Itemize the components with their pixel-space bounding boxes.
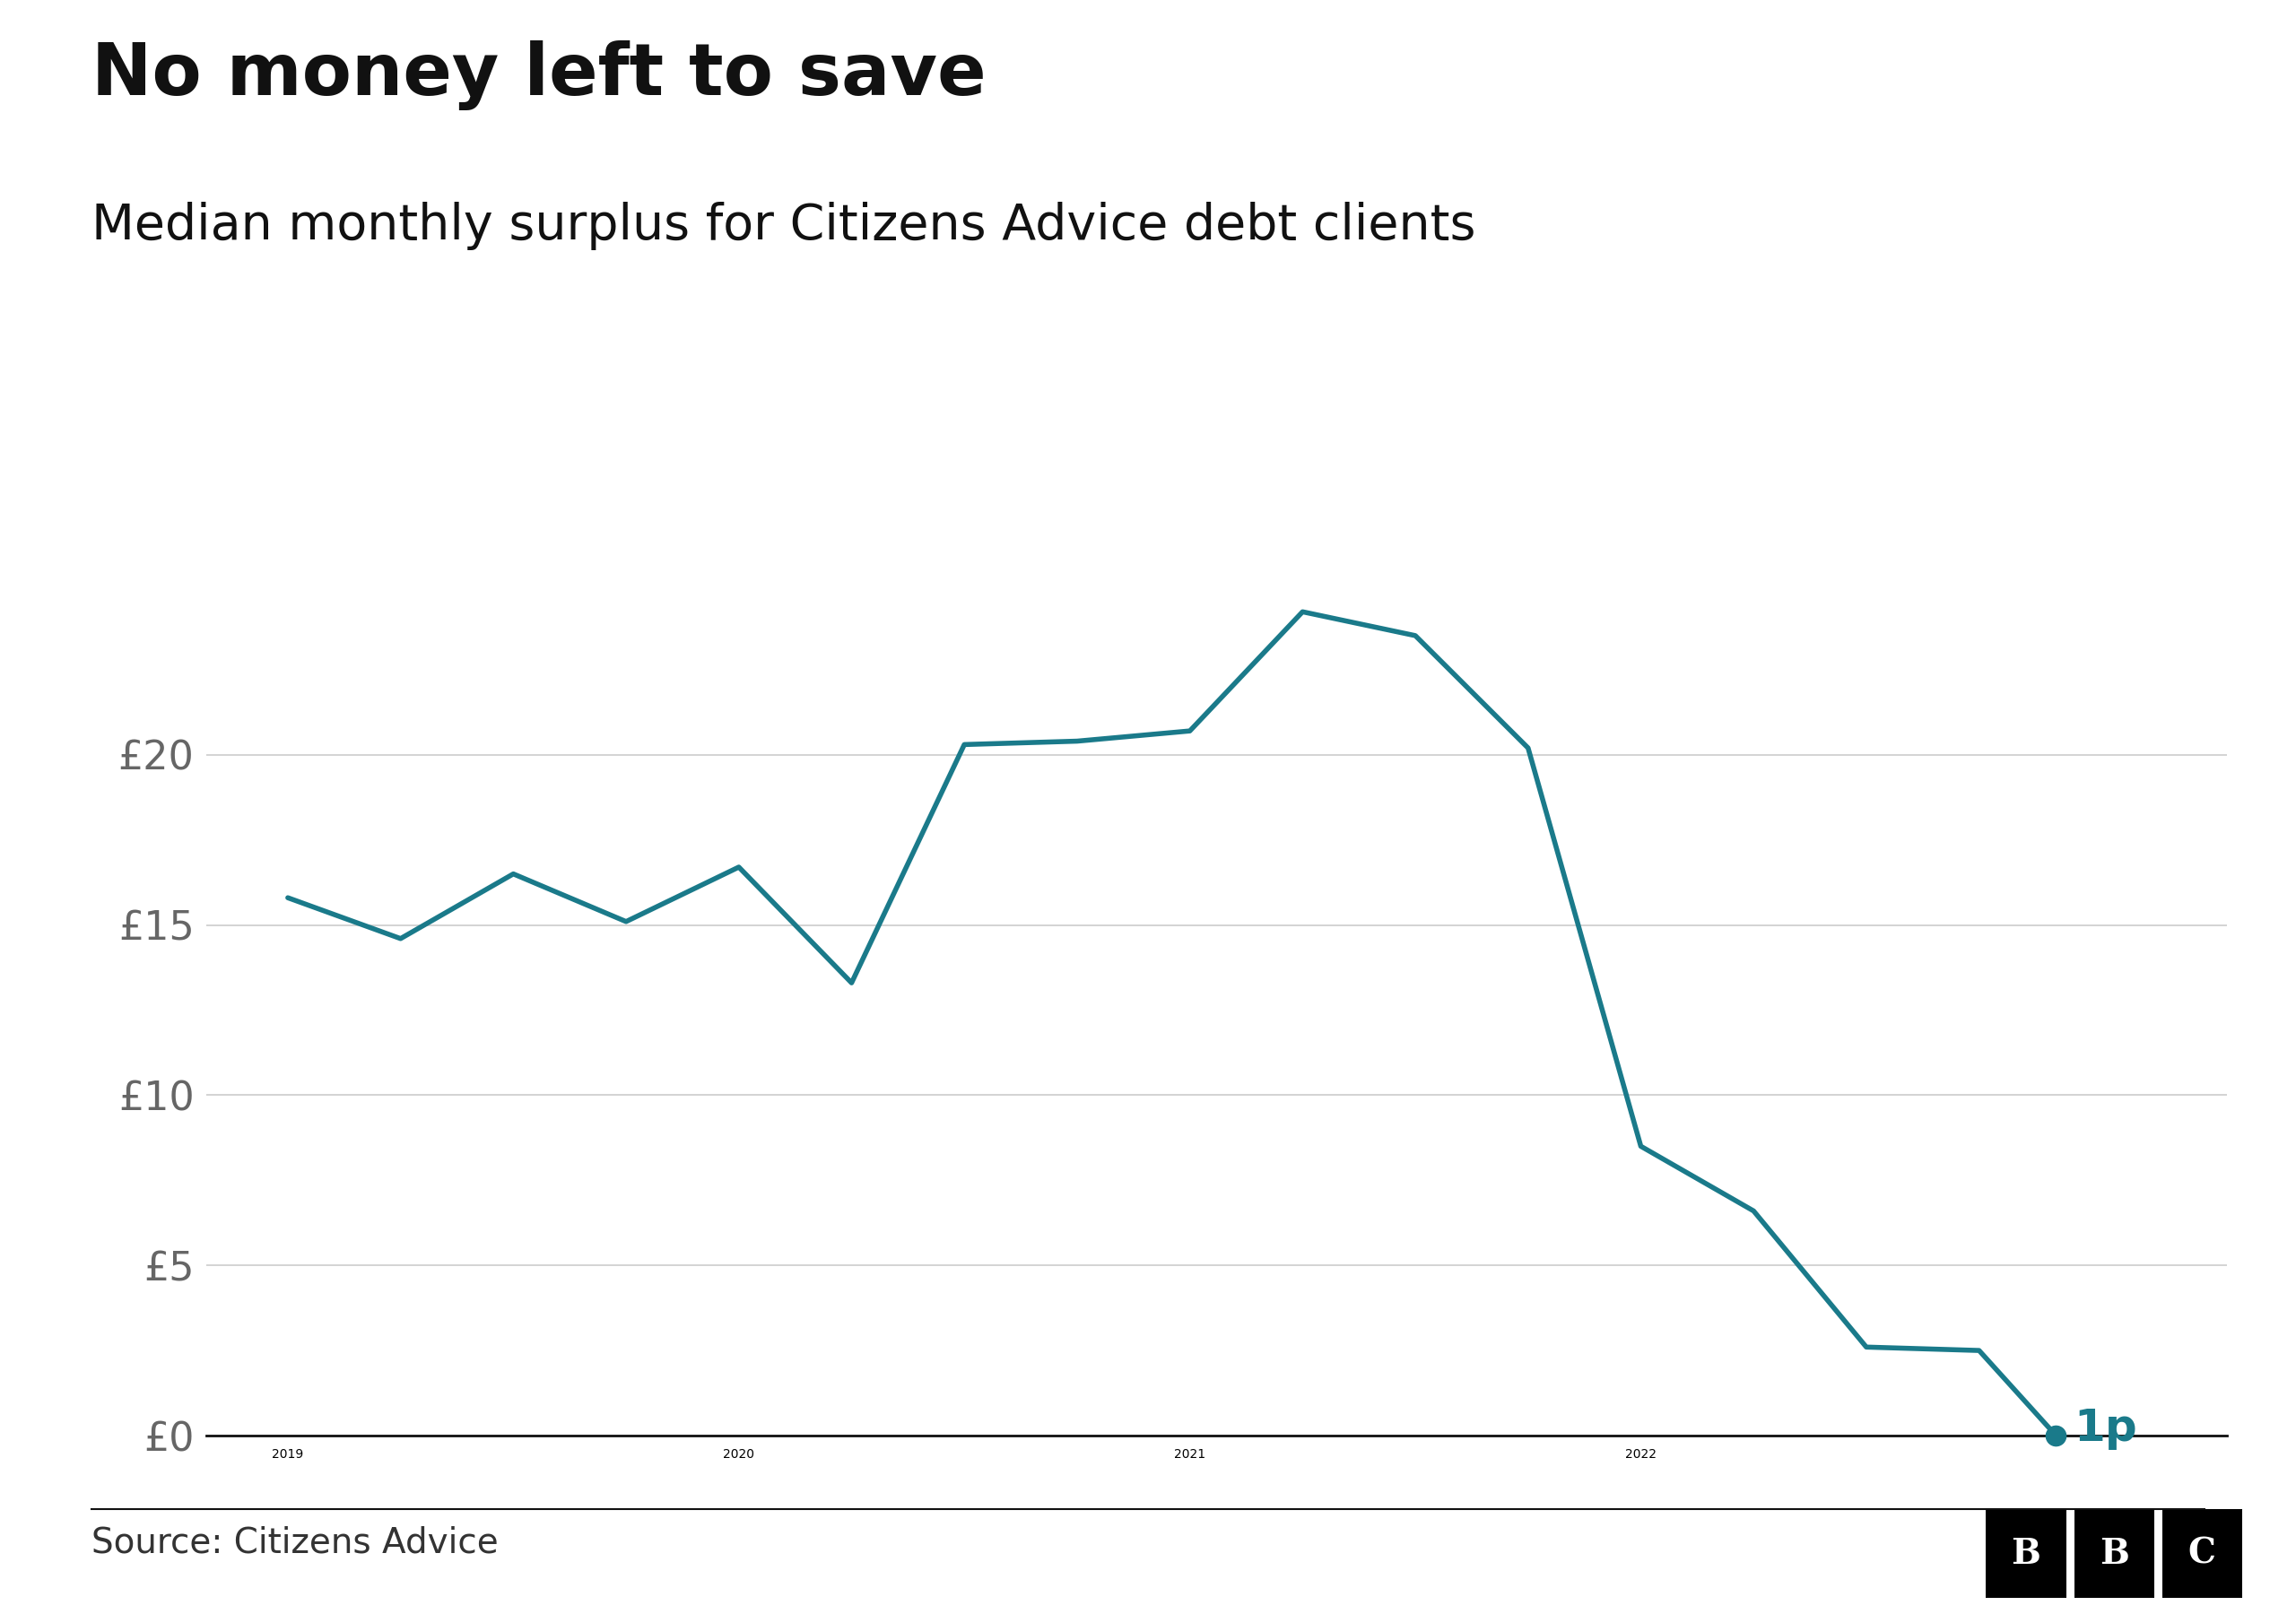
Text: 1p: 1p — [2073, 1407, 2138, 1449]
FancyBboxPatch shape — [2163, 1509, 2243, 1598]
FancyBboxPatch shape — [2073, 1509, 2154, 1598]
Text: Median monthly surplus for Citizens Advice debt clients: Median monthly surplus for Citizens Advi… — [92, 202, 1476, 250]
Text: B: B — [2099, 1537, 2128, 1570]
Text: B: B — [2011, 1537, 2041, 1570]
FancyBboxPatch shape — [1986, 1509, 2066, 1598]
Text: C: C — [2188, 1537, 2216, 1570]
Text: Source: Citizens Advice: Source: Citizens Advice — [92, 1525, 498, 1559]
Text: No money left to save: No money left to save — [92, 40, 987, 110]
